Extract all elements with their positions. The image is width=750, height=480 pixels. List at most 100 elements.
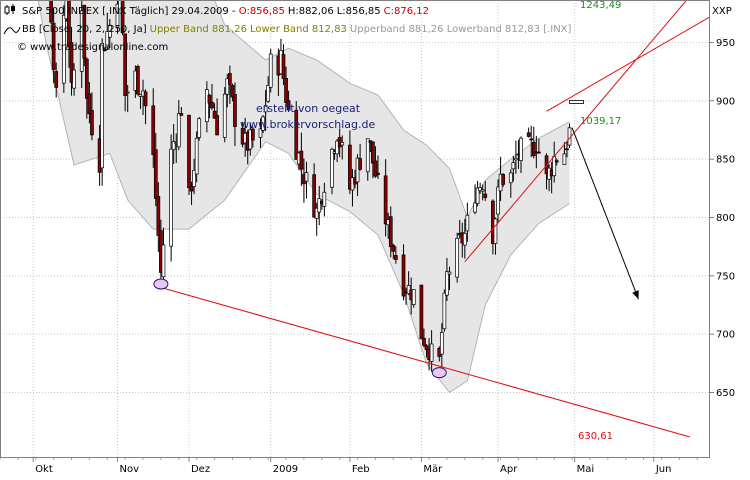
candle-body xyxy=(120,0,125,34)
candle-body xyxy=(447,271,452,275)
candle-body xyxy=(562,153,567,165)
candle-body xyxy=(445,271,449,296)
candle xyxy=(511,155,516,182)
candle-body xyxy=(406,285,411,294)
candle xyxy=(447,266,452,290)
candle xyxy=(388,206,393,258)
candle-body xyxy=(90,110,94,136)
candle xyxy=(299,132,304,187)
candle xyxy=(194,131,199,183)
candle xyxy=(445,257,449,301)
candle-body xyxy=(84,58,89,99)
candle xyxy=(501,173,505,187)
candle xyxy=(314,202,319,236)
candle-body xyxy=(480,189,485,192)
candle-body xyxy=(118,0,122,10)
candle-body xyxy=(54,71,59,88)
candle-body xyxy=(501,174,505,185)
candle xyxy=(161,227,166,287)
candle-body xyxy=(465,214,470,232)
candle xyxy=(508,169,513,198)
x-tick-label: Okt xyxy=(35,464,53,475)
candle xyxy=(215,98,219,136)
candle-body xyxy=(373,160,378,177)
candle-body xyxy=(411,289,416,305)
candle xyxy=(69,26,74,96)
candle-body xyxy=(281,54,286,79)
candle xyxy=(514,140,518,174)
indicator-icon xyxy=(3,26,21,35)
y-tick-label: 700 xyxy=(716,330,735,341)
candle-body xyxy=(250,128,255,141)
candle xyxy=(394,246,398,264)
candle-body xyxy=(100,43,105,169)
candle-body xyxy=(483,193,488,198)
candle-body xyxy=(69,42,74,83)
candle-body xyxy=(225,78,230,95)
candle-body xyxy=(294,109,299,160)
y-tick-label: 950 xyxy=(716,38,735,49)
low-marker xyxy=(153,278,169,290)
candle xyxy=(49,0,53,25)
header-high: H:882,06 xyxy=(288,6,334,17)
candle xyxy=(422,328,426,348)
candle xyxy=(82,4,87,67)
candle-body xyxy=(61,14,66,84)
candle xyxy=(143,89,148,125)
candle-body xyxy=(72,69,76,89)
candle-body xyxy=(161,244,166,278)
candle xyxy=(483,181,488,201)
candle-body xyxy=(312,174,316,218)
candle xyxy=(225,73,230,108)
candle xyxy=(286,90,291,112)
candle xyxy=(562,142,567,165)
candle xyxy=(526,127,531,138)
candle-body xyxy=(388,216,393,248)
candle-body xyxy=(335,140,339,155)
candle xyxy=(197,117,202,141)
candle-body xyxy=(529,138,534,141)
candle xyxy=(371,141,375,179)
candle-body xyxy=(299,150,304,170)
y-tick-label: 750 xyxy=(716,271,735,282)
header-open: O:856,85 xyxy=(239,6,285,17)
candles xyxy=(49,0,572,372)
candle-body xyxy=(322,191,327,207)
candle-body xyxy=(475,187,480,204)
candle-body xyxy=(169,148,173,247)
candle-body xyxy=(508,172,513,184)
candle xyxy=(192,158,196,195)
candle xyxy=(51,8,56,84)
x-tick-label: Nov xyxy=(119,464,139,475)
candle-body xyxy=(383,175,388,225)
candle xyxy=(365,138,370,181)
y-tick-label: 650 xyxy=(716,388,735,399)
bb-upper-label: Upper Band 881,26 xyxy=(150,24,247,35)
plot-frame xyxy=(0,0,710,458)
candle-body xyxy=(261,116,265,131)
candle-body xyxy=(222,93,227,138)
candle xyxy=(115,0,120,34)
candle xyxy=(519,136,523,174)
candle xyxy=(90,92,94,141)
candle xyxy=(212,103,217,119)
candle xyxy=(442,289,447,332)
candle xyxy=(250,126,255,148)
candle xyxy=(531,126,536,159)
candle-body xyxy=(205,89,209,123)
trendlines xyxy=(160,0,710,438)
candle xyxy=(268,48,273,93)
candle-body xyxy=(401,254,406,297)
candle-body xyxy=(493,218,498,244)
candle-body xyxy=(330,148,334,188)
candle-body xyxy=(462,233,467,246)
candle xyxy=(480,184,485,201)
candle xyxy=(355,154,360,197)
candle xyxy=(411,289,416,308)
candle xyxy=(330,147,334,195)
candle-body xyxy=(514,157,518,161)
candle xyxy=(475,180,480,207)
candle xyxy=(118,0,122,10)
candle-body xyxy=(143,91,148,107)
candle xyxy=(322,182,327,217)
